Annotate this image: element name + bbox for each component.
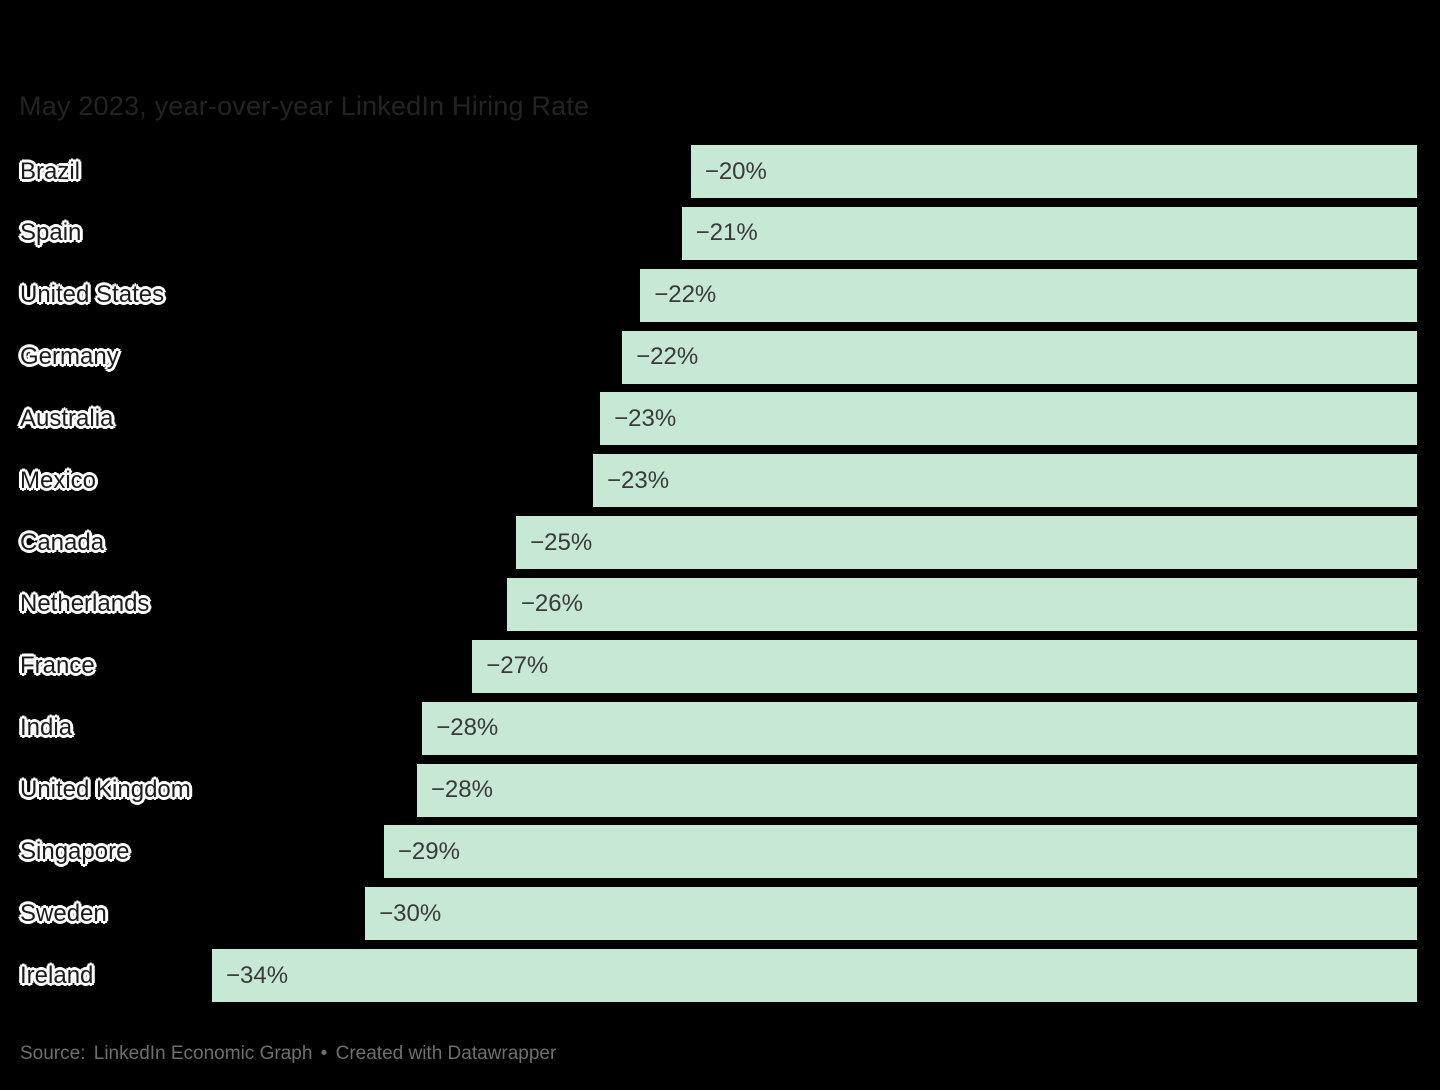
chart-row: Ireland −34% bbox=[0, 949, 1440, 1003]
bar[interactable]: −34% bbox=[212, 949, 1417, 1003]
chart-row: Germany −22% bbox=[0, 330, 1440, 384]
bar[interactable]: −28% bbox=[416, 763, 1417, 817]
country-label: Spain bbox=[20, 219, 82, 247]
chart-row: Spain −21% bbox=[0, 206, 1440, 260]
country-label: United States bbox=[20, 281, 165, 309]
chart-row: India −28% bbox=[0, 701, 1440, 755]
bar-value-label: −22% bbox=[654, 281, 717, 309]
bar[interactable]: −23% bbox=[600, 392, 1417, 446]
bar-value-label: −30% bbox=[379, 899, 442, 927]
country-label: India bbox=[20, 714, 73, 742]
country-label: Singapore bbox=[20, 837, 130, 865]
bar[interactable]: −20% bbox=[690, 145, 1417, 198]
bar[interactable]: −28% bbox=[422, 701, 1417, 755]
bar[interactable]: −25% bbox=[516, 516, 1417, 570]
bar-value-label: −23% bbox=[614, 404, 677, 432]
chart-row: Brazil −20% bbox=[0, 145, 1440, 198]
chart-row: France −27% bbox=[0, 639, 1440, 693]
bar-value-label: −34% bbox=[226, 961, 289, 989]
country-label: Ireland bbox=[20, 961, 94, 989]
bar-value-label: −27% bbox=[486, 652, 549, 680]
country-label: Netherlands bbox=[20, 590, 150, 618]
source-line: Source: LinkedIn Economic Graph • Create… bbox=[20, 1043, 559, 1065]
footer-separator: • bbox=[320, 1043, 328, 1064]
country-label: Canada bbox=[20, 528, 105, 556]
source-name: LinkedIn Economic Graph bbox=[93, 1043, 313, 1064]
chart-row: United Kingdom −28% bbox=[0, 763, 1440, 817]
datawrapper-attribution: Created with Datawrapper bbox=[335, 1043, 557, 1064]
chart-row: United States −22% bbox=[0, 268, 1440, 322]
bar[interactable]: −22% bbox=[640, 268, 1417, 322]
chart-title: May 2023, year-over-year LinkedIn Hiring… bbox=[19, 91, 590, 121]
chart-row: Australia −23% bbox=[0, 392, 1440, 446]
country-label: Mexico bbox=[20, 466, 97, 494]
chart-row: Mexico −23% bbox=[0, 454, 1440, 508]
bar-value-label: −23% bbox=[607, 466, 670, 494]
chart-row: Canada −25% bbox=[0, 516, 1440, 570]
country-label: France bbox=[20, 652, 95, 680]
bar[interactable]: −29% bbox=[383, 825, 1417, 879]
bar-value-label: −21% bbox=[695, 219, 758, 247]
country-label: Germany bbox=[20, 343, 119, 371]
chart-row: Netherlands −26% bbox=[0, 577, 1440, 631]
country-label: Australia bbox=[20, 404, 114, 432]
bar-value-label: −29% bbox=[397, 837, 460, 865]
bar-value-label: −20% bbox=[704, 157, 767, 185]
chart-row: Sweden −30% bbox=[0, 887, 1440, 941]
bar[interactable]: −21% bbox=[681, 206, 1417, 260]
bar-value-label: −28% bbox=[430, 776, 493, 803]
country-label: United Kingdom bbox=[20, 776, 191, 803]
bar-value-label: −26% bbox=[520, 590, 583, 618]
bar-chart-plot: Brazil −20% Spain −21% United States −22… bbox=[0, 145, 1440, 1003]
country-label: Brazil bbox=[20, 157, 81, 185]
bar[interactable]: −22% bbox=[622, 330, 1417, 384]
bar-value-label: −28% bbox=[436, 714, 499, 742]
bar-value-label: −25% bbox=[530, 528, 593, 556]
bar[interactable]: −27% bbox=[472, 639, 1417, 693]
bar[interactable]: −26% bbox=[506, 577, 1417, 631]
bar-value-label: −22% bbox=[636, 343, 699, 371]
chart-row: Singapore −29% bbox=[0, 825, 1440, 879]
bar[interactable]: −23% bbox=[593, 454, 1417, 508]
country-label: Sweden bbox=[20, 899, 107, 927]
bar[interactable]: −30% bbox=[365, 887, 1417, 941]
source-label: Source: bbox=[20, 1043, 86, 1064]
